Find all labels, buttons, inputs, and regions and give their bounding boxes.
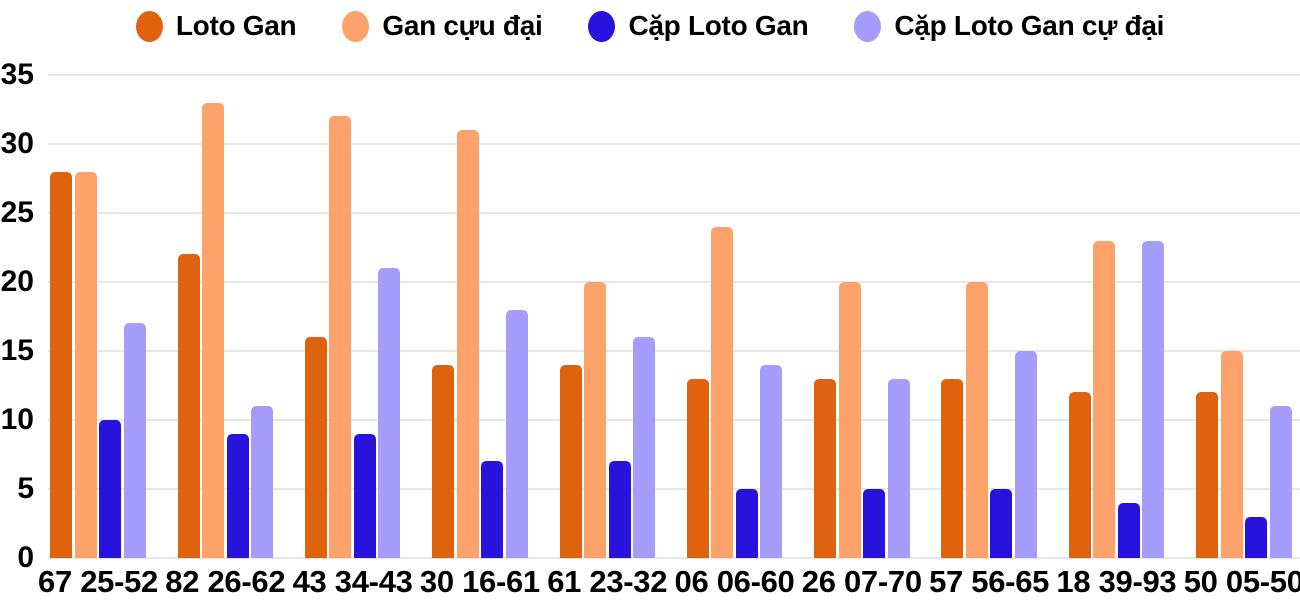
x-category-label: 67 25-52 [38, 564, 158, 599]
bar[interactable] [1245, 516, 1267, 558]
legend-label: Loto Gan [175, 10, 297, 41]
legend-marker-icon [854, 10, 882, 42]
gridline [48, 74, 1300, 76]
bar[interactable] [202, 102, 225, 558]
bar[interactable] [760, 364, 783, 558]
bar[interactable] [608, 461, 631, 558]
bar[interactable] [990, 489, 1013, 558]
gridline [48, 350, 1300, 352]
bar[interactable] [633, 337, 655, 558]
x-category-label: 18 39-93 [1056, 564, 1177, 599]
bar[interactable] [965, 282, 988, 558]
chart-legend: Loto Gan Gan cựu đại Cặp Loto Gan Cặp Loto … [0, 10, 1300, 42]
bar[interactable] [123, 323, 146, 558]
legend-item-1[interactable]: Gan cựu đại [342, 10, 543, 42]
y-tick-label: 35 [0, 58, 34, 91]
bar[interactable] [1220, 351, 1243, 558]
y-tick-label: 10 [0, 403, 34, 436]
bar[interactable] [1196, 392, 1218, 558]
legend-item-3[interactable]: Cặp Loto Gan cự đại [854, 10, 1164, 42]
legend-marker-icon [342, 10, 370, 42]
bar[interactable] [711, 226, 734, 558]
bar[interactable] [177, 254, 200, 558]
gridline [48, 281, 1300, 283]
bar[interactable] [329, 116, 352, 558]
bar[interactable] [1068, 392, 1091, 558]
bar[interactable] [432, 364, 455, 558]
legend-label: Gan cựu đại [382, 10, 543, 41]
bar[interactable] [686, 378, 709, 558]
bar[interactable] [456, 130, 479, 558]
bar[interactable] [863, 489, 885, 558]
gridline [48, 143, 1300, 145]
gridline [48, 488, 1300, 490]
bar[interactable] [1269, 406, 1292, 558]
legend-item-2[interactable]: Cặp Loto Gan [588, 10, 809, 42]
bar[interactable] [887, 378, 910, 558]
legend-marker-icon [588, 10, 616, 42]
x-category-label: 30 16-61 [419, 564, 540, 599]
y-tick-label: 20 [0, 265, 34, 298]
bar[interactable] [1117, 502, 1140, 558]
bar[interactable] [1014, 351, 1037, 558]
bar[interactable] [814, 378, 836, 558]
legend-label: Cặp Loto Gan cự đại [894, 10, 1165, 41]
y-tick-label: 0 [17, 541, 34, 574]
x-category-label: 26 07-70 [801, 564, 922, 599]
gridline [48, 557, 1300, 559]
x-category-label: 82 26-62 [165, 564, 286, 599]
bar[interactable] [50, 171, 73, 558]
x-category-label: 61 23-32 [547, 564, 668, 599]
x-category-label: 06 06-60 [674, 564, 795, 599]
bar[interactable] [505, 309, 528, 558]
gridline [48, 419, 1300, 421]
legend-marker-icon [135, 10, 163, 42]
x-category-label: 43 34-43 [292, 564, 413, 599]
bar[interactable] [735, 489, 758, 558]
bar[interactable] [226, 433, 249, 558]
bar[interactable] [1142, 240, 1165, 558]
bar[interactable] [99, 420, 122, 558]
gridline [48, 212, 1300, 214]
bar[interactable] [304, 337, 327, 558]
y-tick-label: 5 [17, 472, 34, 505]
bar[interactable] [378, 268, 401, 558]
bar[interactable] [559, 364, 582, 558]
y-tick-label: 15 [0, 334, 34, 367]
bar[interactable] [251, 406, 274, 558]
legend-label: Cặp Loto Gan [628, 10, 809, 41]
bar[interactable] [481, 461, 504, 558]
bar[interactable] [838, 282, 861, 558]
bar[interactable] [941, 378, 964, 558]
y-tick-label: 30 [0, 127, 34, 160]
bar[interactable] [584, 282, 606, 558]
y-tick-label: 25 [0, 196, 34, 229]
bar[interactable] [74, 171, 97, 558]
bar[interactable] [1093, 240, 1116, 558]
bar[interactable] [353, 433, 376, 558]
x-category-label: 57 56-65 [929, 564, 1050, 599]
legend-item-0[interactable]: Loto Gan [135, 10, 297, 42]
x-category-label: 50 05-50 [1183, 564, 1300, 599]
